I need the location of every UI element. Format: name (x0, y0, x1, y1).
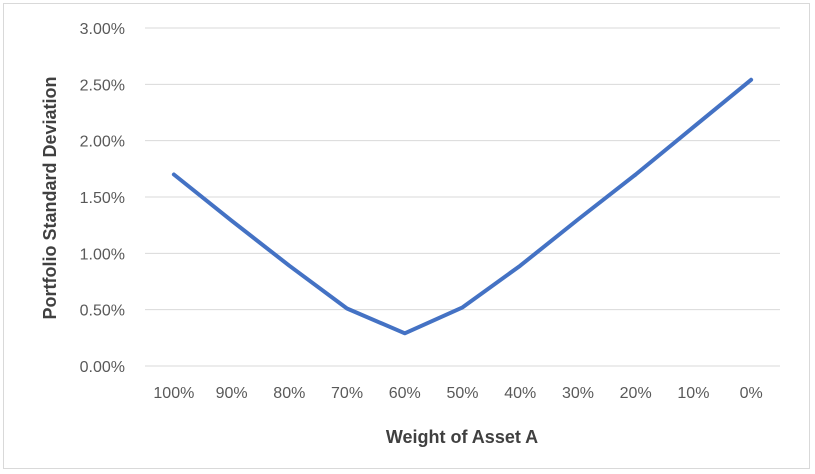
y-tick-label: 2.00% (80, 134, 125, 151)
x-tick-label: 70% (331, 385, 363, 402)
y-tick-label: 0.50% (80, 303, 125, 320)
y-axis-tick-labels: 0.00% 0.50% 1.00% 1.50% 2.00% 2.50% 3.00% (80, 21, 125, 376)
y-tick-label: 1.00% (80, 246, 125, 263)
y-tick-label: 2.50% (80, 77, 125, 94)
gridlines (145, 27, 780, 367)
x-tick-label: 20% (620, 385, 652, 402)
y-tick-label: 0.00% (80, 359, 125, 376)
x-tick-label: 30% (562, 385, 594, 402)
x-axis-title: Weight of Asset A (386, 427, 538, 447)
x-tick-label: 0% (740, 385, 763, 402)
x-axis-tick-labels: 100% 90% 80% 70% 60% 50% 40% 30% 20% 10% 0% (153, 385, 762, 402)
x-tick-label: 80% (273, 385, 305, 402)
series-layer (171, 77, 754, 336)
y-tick-label: 3.00% (80, 21, 125, 38)
y-axis-title: Portfolio Standard Deviation (40, 76, 60, 319)
x-tick-label: 90% (216, 385, 248, 402)
y-tick-label: 1.50% (80, 190, 125, 207)
x-tick-label: 60% (389, 385, 421, 402)
series-line (171, 77, 754, 336)
x-tick-label: 100% (153, 385, 194, 402)
x-tick-label: 10% (677, 385, 709, 402)
chart-frame (3, 3, 810, 469)
x-tick-label: 40% (504, 385, 536, 402)
x-tick-label: 50% (446, 385, 478, 402)
